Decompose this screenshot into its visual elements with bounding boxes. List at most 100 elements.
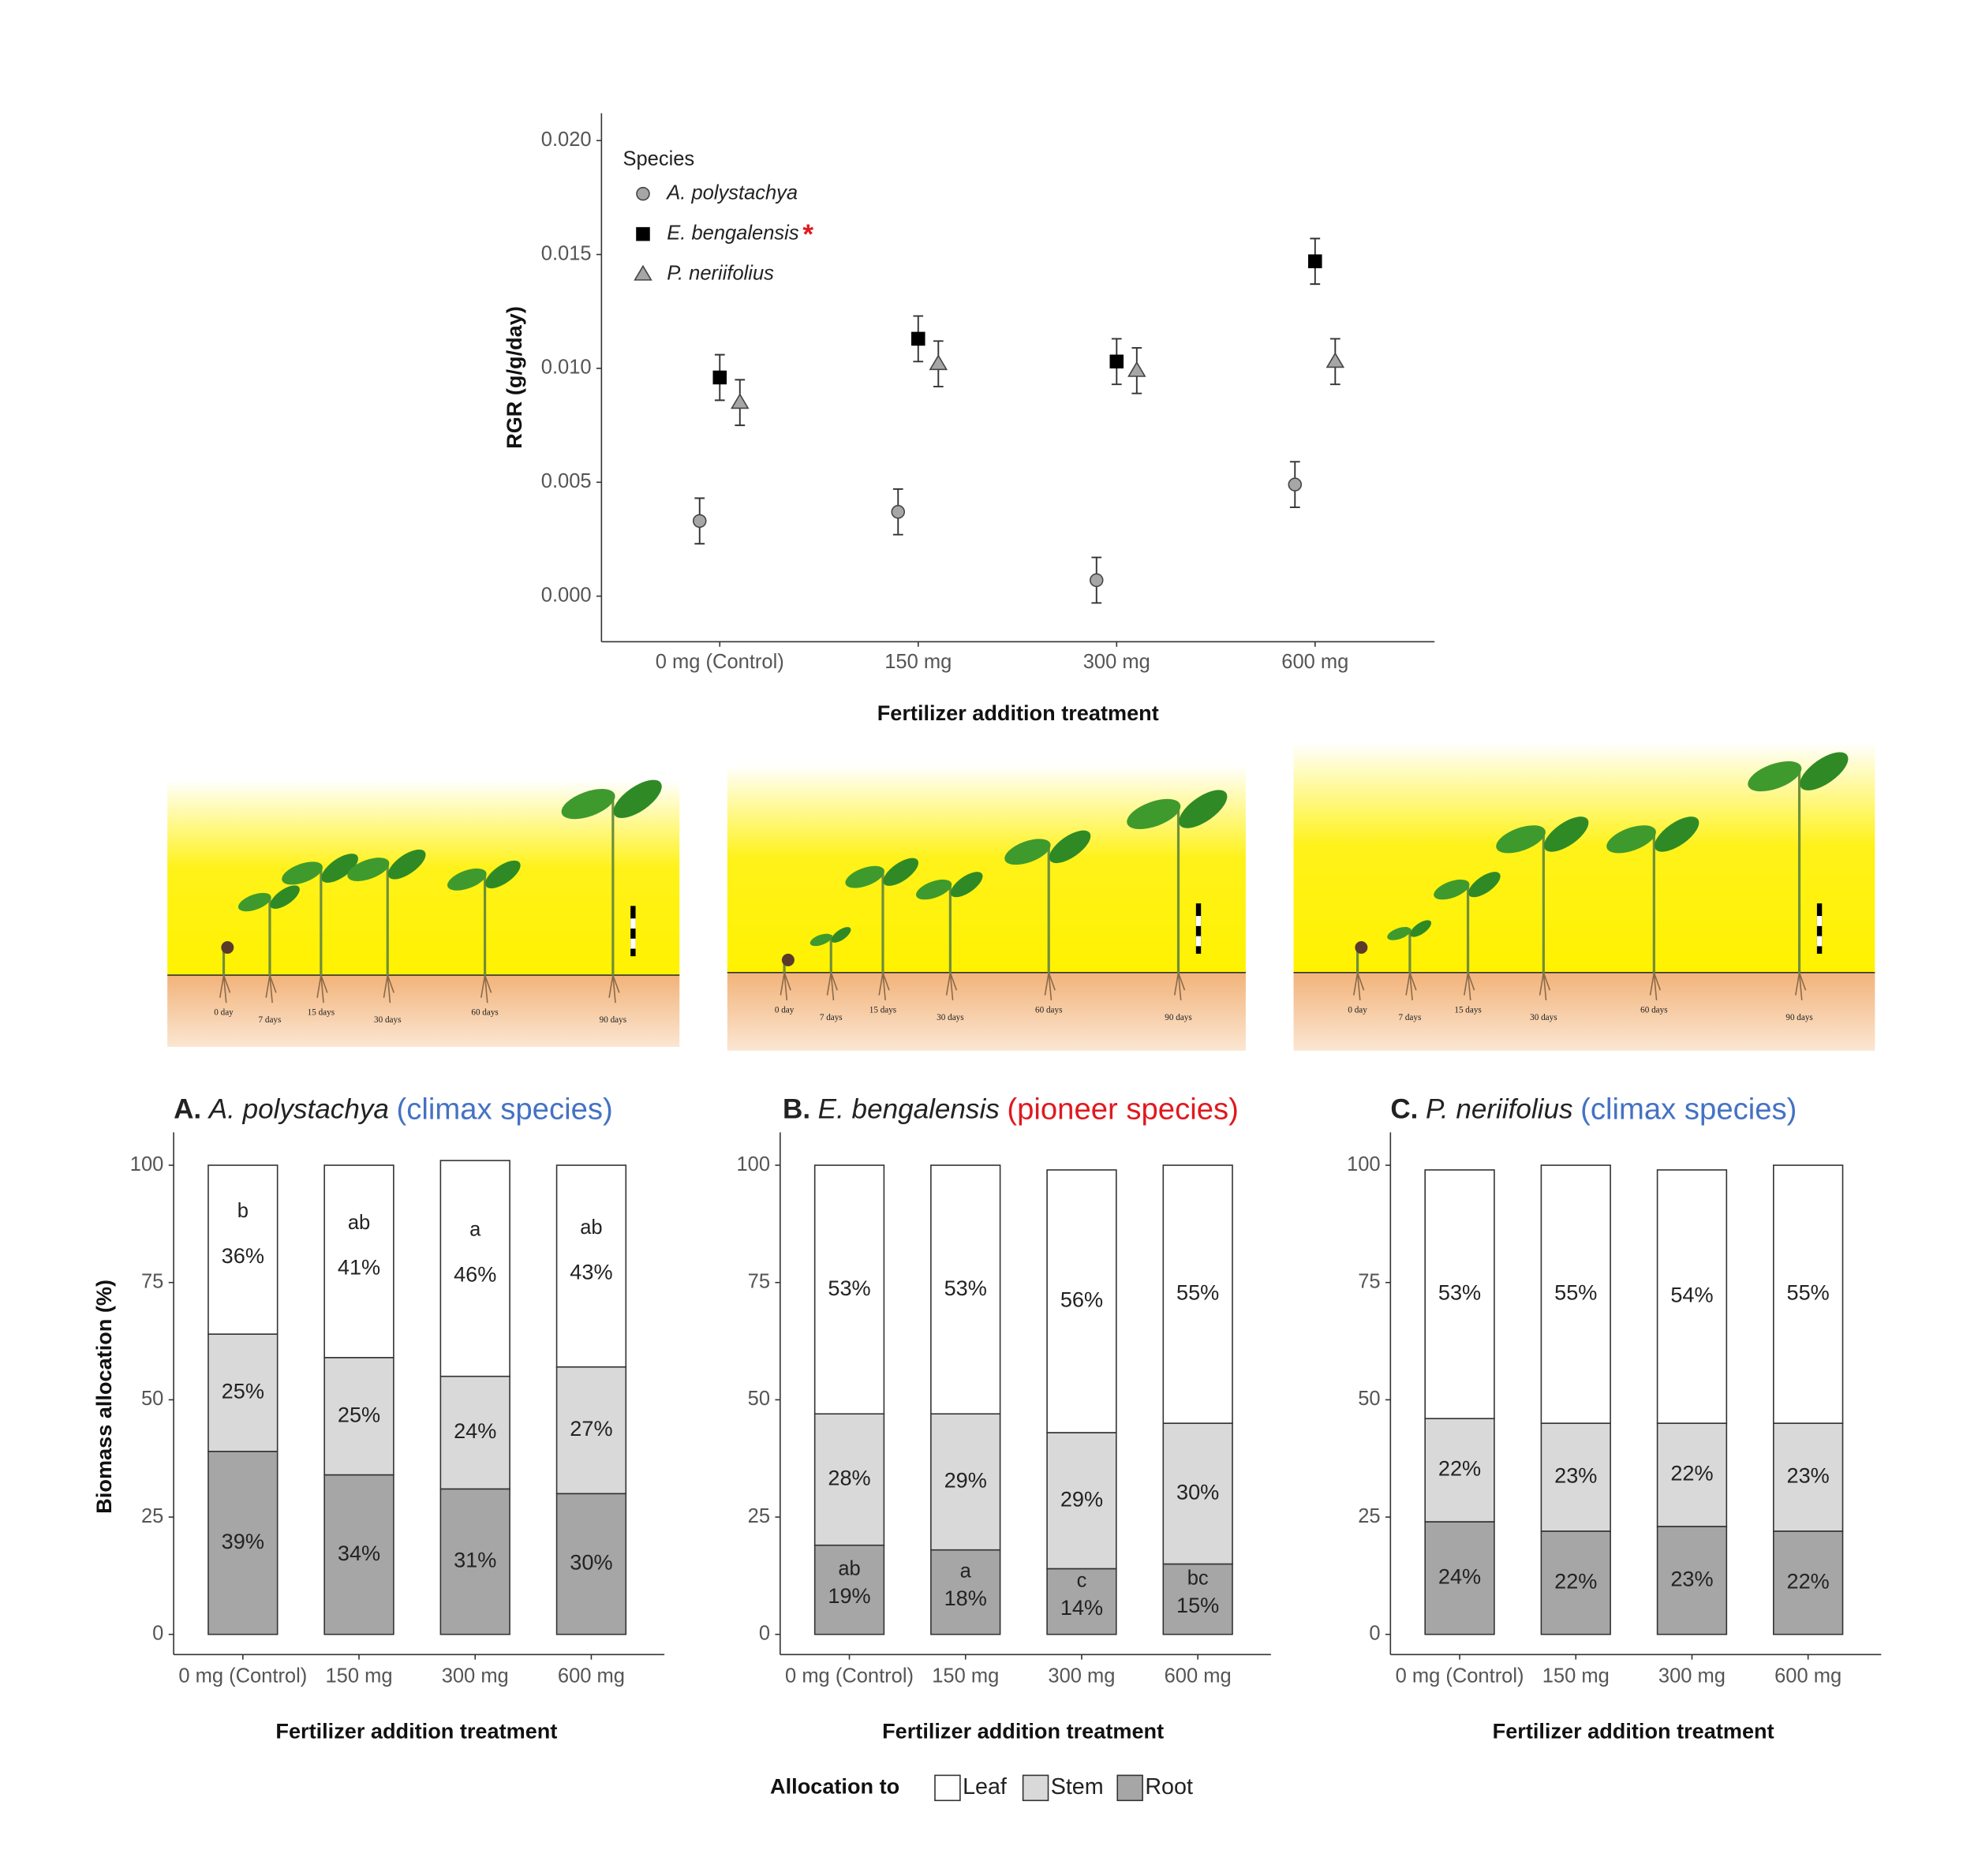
legend-label: A. polystachya: [665, 181, 798, 204]
value-label: 18%: [944, 1586, 987, 1610]
legend-marker: [636, 226, 650, 241]
photo-panel: 0 day 7 days 15 days 30 days 60 days 90 days: [727, 764, 1246, 1051]
photo-label: 7 days: [259, 1015, 282, 1025]
x-axis-title: Fertilizer addition treatment: [275, 1718, 557, 1743]
significance-letter: b: [237, 1200, 249, 1222]
point: [692, 514, 707, 529]
leaf: [1049, 830, 1091, 864]
allocation-chart: C. P. neriifolius (climax species) 0 25 50 75 1…: [1347, 1092, 1882, 1743]
leaf: [613, 779, 662, 818]
value-label: 30%: [570, 1550, 612, 1575]
leaf: [1654, 817, 1699, 852]
photo-label: 90 days: [1165, 1013, 1191, 1022]
bar-segment: [1162, 1164, 1233, 1424]
leaf: [1410, 920, 1432, 937]
photo-label: 0 day: [1348, 1005, 1367, 1015]
bar-segment: [1424, 1169, 1495, 1419]
value-label: 22%: [1554, 1568, 1597, 1593]
bar-segment: [323, 1357, 394, 1476]
x-tick-label: 150 mg: [1542, 1665, 1610, 1687]
leaf: [1387, 927, 1411, 940]
value-label: 54%: [1670, 1283, 1713, 1307]
leaf: [950, 872, 983, 898]
root: [945, 972, 958, 1001]
significance-letter: ab: [580, 1216, 602, 1239]
value-label: 28%: [828, 1466, 870, 1490]
y-tick-label: 50: [748, 1388, 770, 1410]
value-label: 55%: [1176, 1280, 1219, 1305]
point: [929, 354, 948, 371]
x-tick-label: 0 mg (Control): [656, 651, 784, 673]
title-prefix: B.: [783, 1094, 810, 1125]
x-tick-label: 0 mg (Control): [178, 1665, 307, 1687]
x-tick-label: 600 mg: [558, 1665, 625, 1687]
chart-title: B. E. bengalensis (pioneer species): [783, 1092, 1239, 1126]
leaf: [1179, 790, 1228, 828]
value-label: 29%: [1060, 1486, 1103, 1511]
y-tick-label: 100: [737, 1153, 771, 1175]
soil: [167, 975, 680, 1047]
root: [780, 972, 791, 1001]
root: [219, 974, 231, 1003]
bar-segment: [1773, 1530, 1844, 1635]
x-tick-label: 300 mg: [1048, 1665, 1115, 1687]
root: [826, 972, 838, 1001]
scale-bar-gap: [630, 918, 636, 929]
legend-title: Species: [623, 148, 694, 170]
value-label: 53%: [828, 1276, 870, 1300]
y-tick-label: 50: [1358, 1388, 1380, 1410]
value-label: 36%: [222, 1243, 264, 1268]
allocation-chart: A. A. polystachya (climax species) 0 25 50 75 1…: [92, 1092, 665, 1743]
point: [891, 505, 906, 519]
bar-segment: [323, 1164, 394, 1358]
bar-segment: [208, 1333, 279, 1452]
y-tick-label: 0: [759, 1622, 770, 1644]
value-label: 56%: [1060, 1287, 1103, 1312]
value-label: 43%: [570, 1260, 612, 1284]
title-species: A. polystachya: [208, 1094, 389, 1125]
chart-title: C. P. neriifolius (climax species): [1390, 1092, 1797, 1126]
leaf: [1543, 817, 1589, 852]
y-tick-label: 0.005: [541, 470, 592, 492]
title-note: (climax species): [1580, 1092, 1797, 1126]
photo-label: 15 days: [1454, 1005, 1481, 1015]
photo-label: 15 days: [869, 1005, 896, 1015]
leaf: [282, 861, 323, 885]
bar-segment: [1162, 1563, 1233, 1635]
bar-segment: [813, 1544, 885, 1635]
root: [608, 974, 620, 1003]
leaf: [447, 868, 487, 891]
bar-segment: [439, 1375, 510, 1490]
title-species: E. bengalensis: [818, 1094, 1000, 1125]
y-tick-label: 50: [141, 1388, 163, 1410]
scale-bar: [1195, 903, 1202, 954]
x-tick-label: 300 mg: [1083, 651, 1150, 673]
bar-segment: [1656, 1422, 1728, 1527]
bar-segment: [555, 1164, 627, 1368]
value-label: 46%: [454, 1262, 496, 1287]
value-label: 25%: [222, 1379, 264, 1403]
legend-swatch: [1022, 1774, 1049, 1802]
seed: [1355, 940, 1368, 954]
y-axis-title: RGR (g/g/day): [502, 306, 526, 449]
y-tick-label: 0.015: [541, 242, 592, 264]
bar-segment: [1656, 1526, 1728, 1635]
point: [1325, 352, 1345, 368]
leaf: [347, 858, 390, 881]
significance-letter: c: [1077, 1569, 1087, 1591]
title-note: (pioneer species): [1007, 1092, 1239, 1126]
x-tick-label: 600 mg: [1165, 1665, 1232, 1687]
legend: Allocation to Leaf Stem Root: [770, 1773, 1193, 1802]
x-tick-label: 300 mg: [1658, 1665, 1726, 1687]
bar-segment: [439, 1488, 510, 1635]
title-note: (climax species): [396, 1092, 612, 1126]
bar-segment: [1773, 1164, 1844, 1424]
legend-title: Allocation to: [770, 1773, 899, 1798]
bar-segment: [1046, 1568, 1117, 1635]
legend-label: P. neriifolius: [667, 262, 774, 284]
x-tick-label: 600 mg: [1281, 651, 1348, 673]
leaf: [1468, 872, 1501, 898]
soil: [1293, 972, 1875, 1051]
leaf: [831, 927, 851, 943]
